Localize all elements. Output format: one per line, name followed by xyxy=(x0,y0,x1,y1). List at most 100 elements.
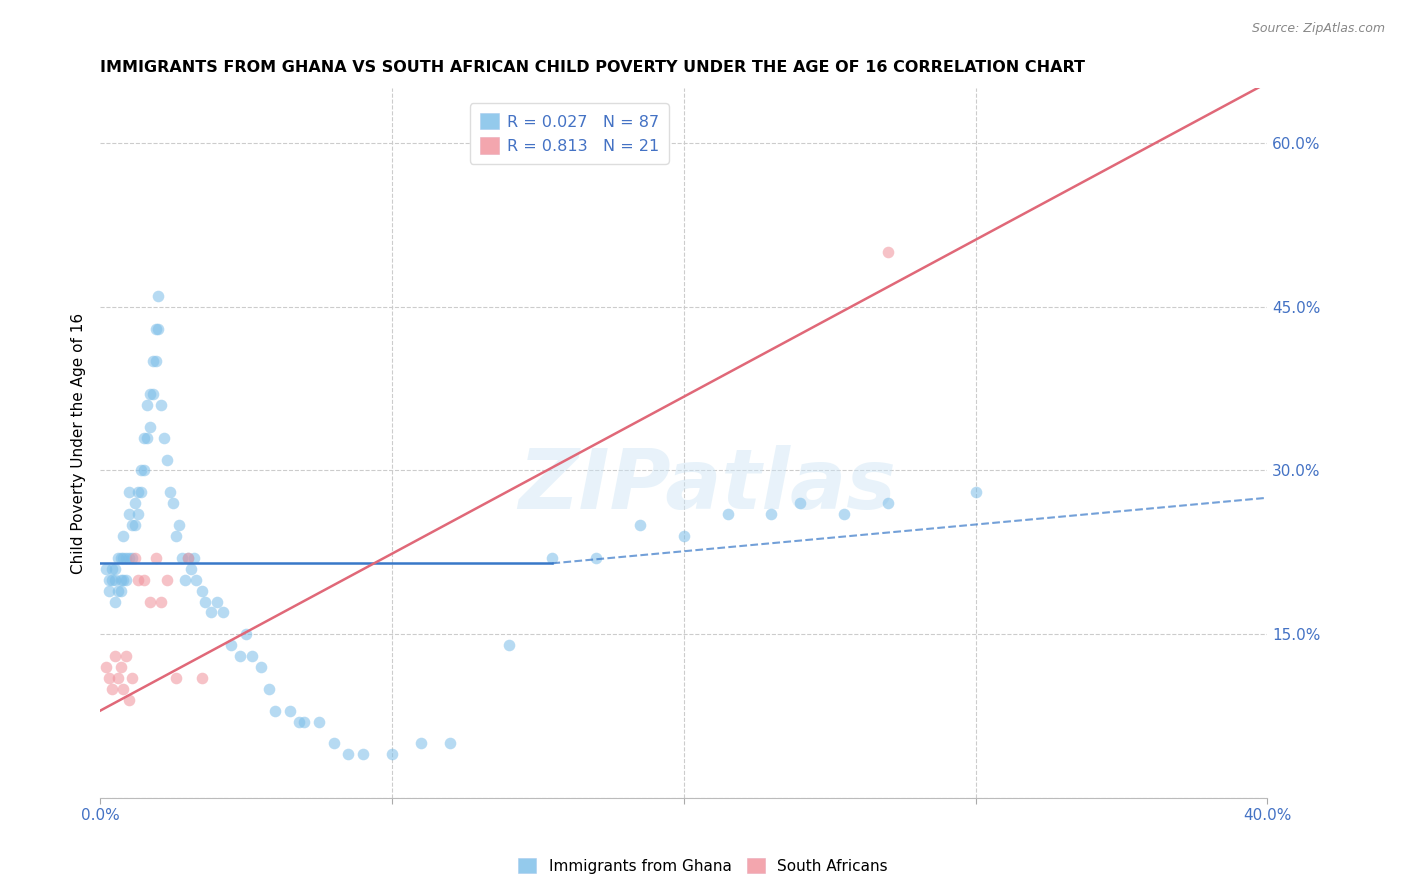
Point xyxy=(101,562,124,576)
Text: IMMIGRANTS FROM GHANA VS SOUTH AFRICAN CHILD POVERTY UNDER THE AGE OF 16 CORRELA: IMMIGRANTS FROM GHANA VS SOUTH AFRICAN C… xyxy=(100,60,1085,75)
Point xyxy=(259,681,281,696)
Point xyxy=(101,681,124,696)
Point xyxy=(104,594,127,608)
Point xyxy=(211,606,233,620)
Point xyxy=(124,550,146,565)
Point xyxy=(118,485,141,500)
Point xyxy=(110,660,132,674)
Point xyxy=(585,550,607,565)
Point xyxy=(97,671,120,685)
Point xyxy=(101,573,124,587)
Point xyxy=(127,485,149,500)
Point xyxy=(148,289,170,303)
Y-axis label: Child Poverty Under the Age of 16: Child Poverty Under the Age of 16 xyxy=(72,312,86,574)
Point xyxy=(156,452,179,467)
Point xyxy=(148,321,170,335)
Point xyxy=(170,550,193,565)
Point xyxy=(162,496,184,510)
Point xyxy=(877,245,900,260)
Point xyxy=(121,550,143,565)
Point xyxy=(165,671,187,685)
Point xyxy=(145,321,167,335)
Point xyxy=(115,573,138,587)
Point xyxy=(110,583,132,598)
Point xyxy=(194,594,217,608)
Point xyxy=(142,354,165,368)
Point xyxy=(186,573,208,587)
Point xyxy=(191,583,214,598)
Point xyxy=(135,398,157,412)
Point xyxy=(153,431,176,445)
Point xyxy=(135,431,157,445)
Point xyxy=(115,649,138,664)
Point xyxy=(672,529,695,543)
Point xyxy=(112,573,135,587)
Point xyxy=(439,736,461,750)
Point xyxy=(107,583,129,598)
Point xyxy=(132,573,155,587)
Point xyxy=(121,671,143,685)
Point xyxy=(138,387,160,401)
Text: Source: ZipAtlas.com: Source: ZipAtlas.com xyxy=(1251,22,1385,36)
Point xyxy=(789,496,811,510)
Point xyxy=(94,562,117,576)
Point xyxy=(292,714,315,729)
Point xyxy=(200,606,222,620)
Point xyxy=(150,398,173,412)
Point xyxy=(97,573,120,587)
Point xyxy=(352,747,374,762)
Point xyxy=(115,550,138,565)
Point xyxy=(264,704,287,718)
Point xyxy=(308,714,330,729)
Legend: R = 0.027   N = 87, R = 0.813   N = 21: R = 0.027 N = 87, R = 0.813 N = 21 xyxy=(470,103,668,163)
Point xyxy=(132,463,155,477)
Text: ZIPatlas: ZIPatlas xyxy=(519,445,896,526)
Point xyxy=(761,507,783,521)
Point xyxy=(716,507,738,521)
Point xyxy=(287,714,309,729)
Point xyxy=(104,649,127,664)
Point xyxy=(165,529,187,543)
Point xyxy=(240,649,263,664)
Point xyxy=(138,419,160,434)
Point xyxy=(173,573,195,587)
Point xyxy=(176,550,198,565)
Point xyxy=(229,649,252,664)
Point xyxy=(498,638,520,652)
Point xyxy=(97,583,120,598)
Point xyxy=(112,529,135,543)
Point xyxy=(138,594,160,608)
Point xyxy=(150,594,173,608)
Point xyxy=(337,747,360,762)
Point xyxy=(124,496,146,510)
Point xyxy=(132,431,155,445)
Point xyxy=(541,550,564,565)
Point xyxy=(107,671,129,685)
Point xyxy=(94,660,117,674)
Point xyxy=(129,463,152,477)
Point xyxy=(124,518,146,533)
Point xyxy=(180,562,202,576)
Point xyxy=(167,518,190,533)
Point xyxy=(112,550,135,565)
Point xyxy=(104,562,127,576)
Point xyxy=(235,627,257,641)
Point xyxy=(221,638,243,652)
Legend: Immigrants from Ghana, South Africans: Immigrants from Ghana, South Africans xyxy=(512,852,894,880)
Point xyxy=(205,594,228,608)
Point xyxy=(112,681,135,696)
Point xyxy=(145,354,167,368)
Point xyxy=(322,736,344,750)
Point xyxy=(118,550,141,565)
Point xyxy=(118,693,141,707)
Point xyxy=(381,747,404,762)
Point xyxy=(129,485,152,500)
Point xyxy=(121,518,143,533)
Point xyxy=(877,496,900,510)
Point xyxy=(110,550,132,565)
Point xyxy=(965,485,987,500)
Point xyxy=(107,550,129,565)
Point xyxy=(832,507,855,521)
Point xyxy=(176,550,198,565)
Point xyxy=(145,550,167,565)
